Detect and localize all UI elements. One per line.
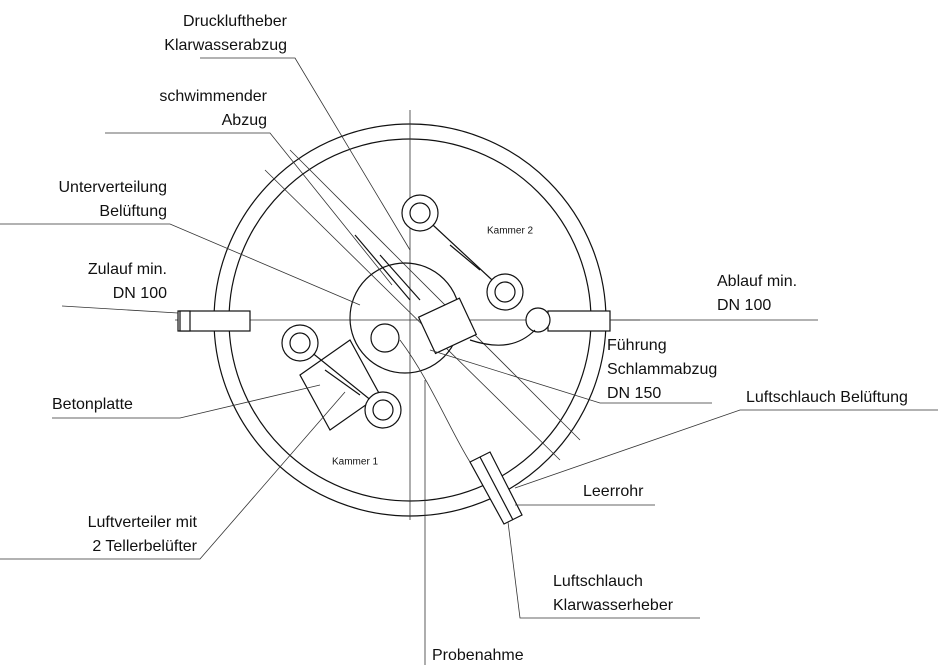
label: Klarwasserabzug [164, 37, 287, 54]
tank-drawing [175, 110, 640, 524]
label: 2 Tellerbelüfter [92, 538, 197, 555]
label: Leerrohr [583, 483, 644, 500]
label: Betonplatte [52, 396, 133, 413]
chamber-label: Kammer 2 [487, 226, 534, 237]
label: Unterverteilung [59, 179, 168, 196]
label: DN 100 [717, 297, 771, 314]
label: DN 100 [113, 285, 167, 302]
label: DN 150 [607, 385, 661, 402]
label: Luftschlauch Belüftung [746, 389, 908, 406]
label: Probenahme [432, 647, 524, 664]
label: schwimmender [159, 88, 267, 105]
label: Führung [607, 337, 667, 354]
label: Ablauf min. [717, 273, 797, 290]
chamber-label: Kammer 1 [332, 457, 379, 468]
label: Druckluftheber [183, 13, 288, 30]
label: Luftverteiler mit [88, 514, 198, 531]
label: Abzug [222, 112, 267, 129]
label: Klarwasserheber [553, 597, 674, 614]
diagram: Druckluftheber Klarwasserabzug schwimmen… [0, 0, 938, 665]
label: Schlammabzug [607, 361, 717, 378]
label: Luftschlauch [553, 573, 643, 590]
label: Zulauf min. [88, 261, 167, 278]
label: Belüftung [99, 203, 167, 220]
